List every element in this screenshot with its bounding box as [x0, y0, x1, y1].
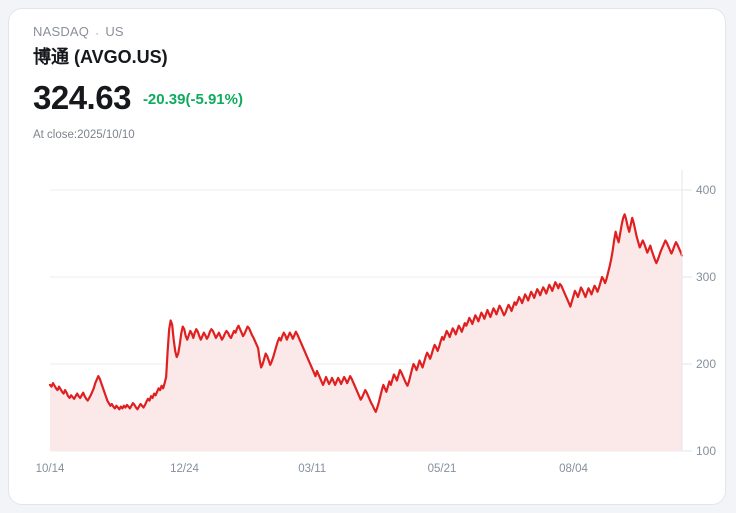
x-axis-tick-label: 08/04	[559, 463, 588, 475]
y-axis-tick-label: 400	[696, 183, 716, 197]
separator-dot: ·	[95, 25, 100, 40]
exchange-name: NASDAQ	[33, 24, 90, 39]
page-title: 博通 (AVGO.US)	[33, 46, 168, 67]
y-axis-tick-label: 200	[696, 357, 716, 371]
x-axis-tick-label: 10/14	[36, 463, 65, 475]
y-axis-tick-label: 100	[696, 444, 716, 458]
chart-area-fill	[50, 214, 682, 451]
exchange-row: NASDAQ · US	[33, 23, 693, 42]
current-price: 324.63	[33, 78, 131, 116]
price-change: -20.39(-5.91%)	[142, 90, 243, 108]
chart-y-axis-labels: 400 300 200 100	[696, 183, 716, 458]
price-chart-svg[interactable]: 400 300 200 100 10/14 12/24 03/11 05/21 08/04	[9, 169, 726, 479]
x-axis-tick-label: 12/24	[170, 463, 199, 475]
x-axis-tick-label: 05/21	[428, 463, 457, 475]
quote-header: NASDAQ · US 博通 (AVGO.US) 324.63 -20.39(-5.…	[33, 23, 693, 143]
stock-quote-card: NASDAQ · US 博通 (AVGO.US) 324.63 -20.39(-5.…	[8, 8, 726, 505]
x-axis-tick-label: 03/11	[298, 463, 326, 475]
y-axis-tick-label: 300	[696, 270, 716, 284]
chart-x-axis-labels: 10/14 12/24 03/11 05/21 08/04	[36, 463, 589, 475]
price-row: 324.63 -20.39(-5.91%)	[33, 78, 693, 116]
price-chart[interactable]: 400 300 200 100 10/14 12/24 03/11 05/21 08/04	[9, 169, 726, 479]
chart-price-line	[48, 213, 684, 413]
close-time-label: At close:2025/10/10	[33, 128, 135, 141]
region-label: US	[105, 24, 124, 39]
